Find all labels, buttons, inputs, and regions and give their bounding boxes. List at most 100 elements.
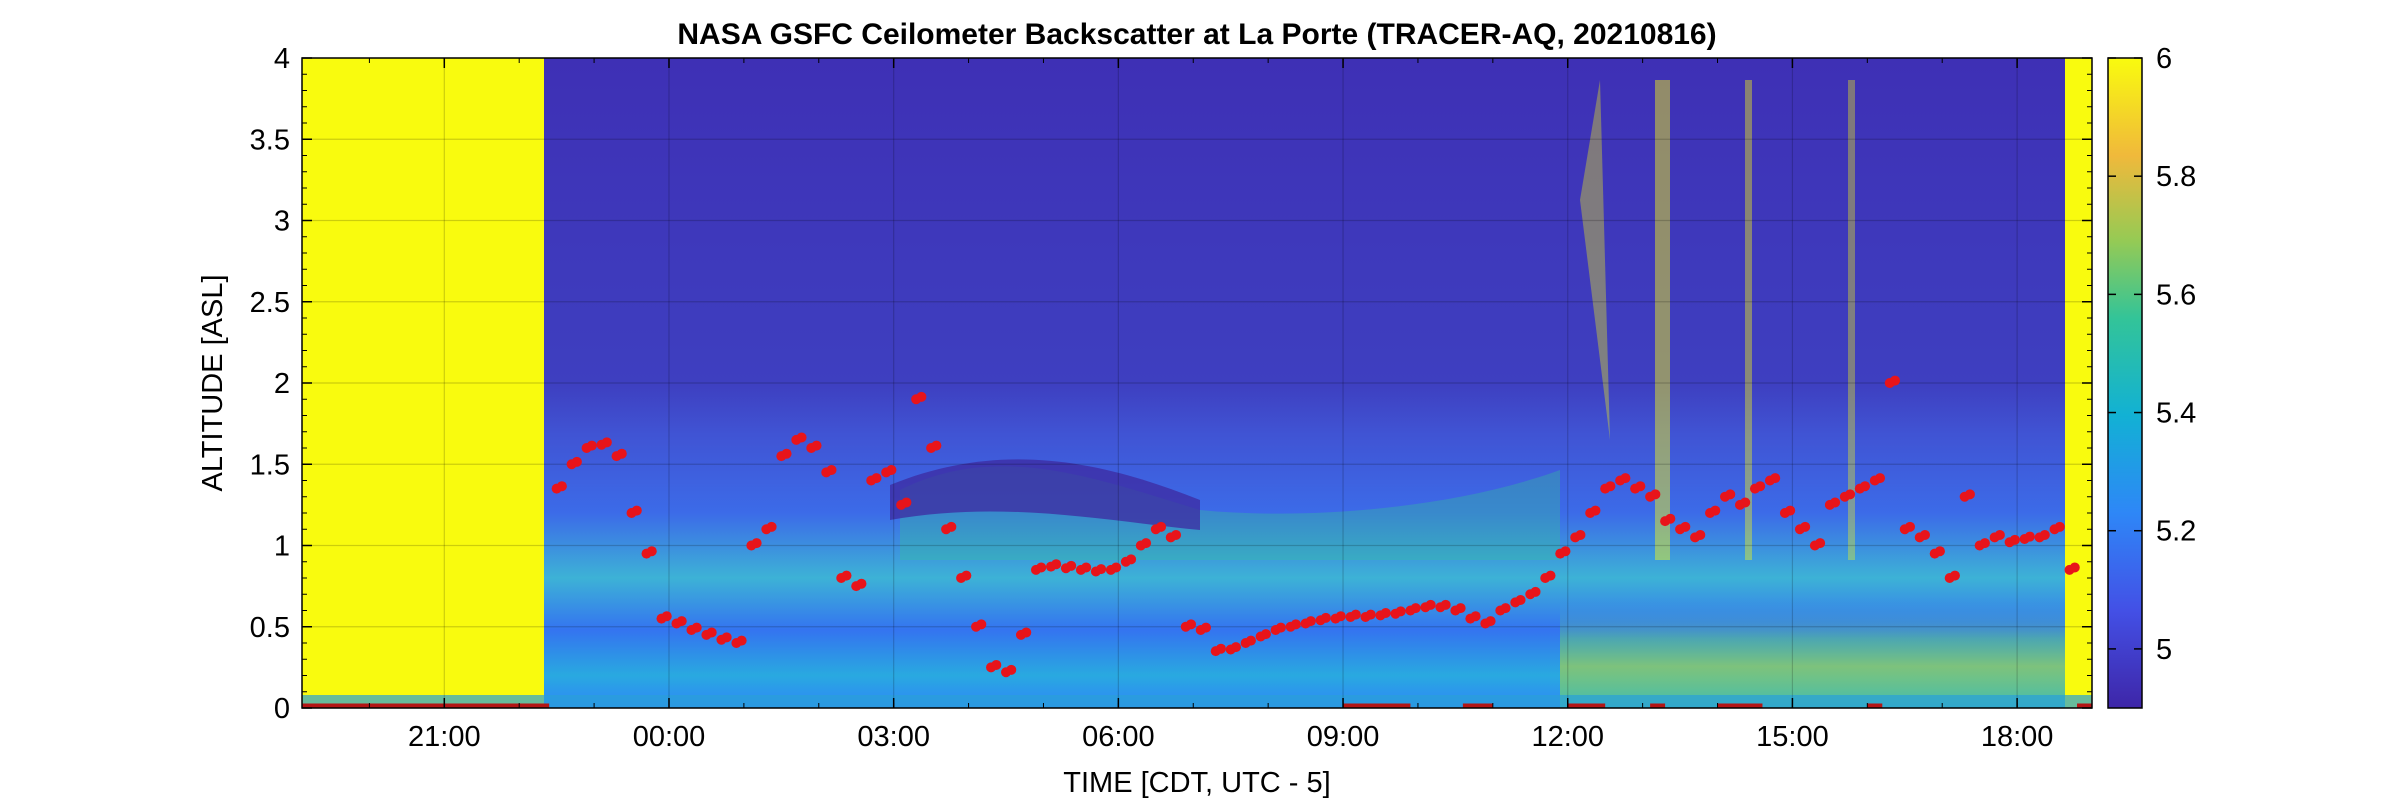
- pbl-marker: [1605, 481, 1616, 492]
- pbl-marker: [1800, 521, 1811, 532]
- pbl-marker: [886, 464, 897, 475]
- pbl-marker: [1021, 627, 1032, 638]
- pbl-marker: [1770, 473, 1781, 484]
- pbl-marker: [1425, 599, 1436, 610]
- pbl-marker: [1051, 559, 1062, 570]
- pbl-marker: [1650, 489, 1661, 500]
- pbl-marker: [1890, 375, 1901, 386]
- pbl-marker: [1485, 616, 1496, 627]
- pbl-marker: [2009, 534, 2020, 545]
- pbl-marker: [721, 632, 732, 643]
- pbl-marker: [1335, 611, 1346, 622]
- pbl-marker: [1620, 473, 1631, 484]
- pbl-marker: [766, 521, 777, 532]
- colorbar-tick-label: 5: [2156, 634, 2172, 666]
- pbl-marker: [1275, 622, 1286, 633]
- pbl-marker: [1635, 481, 1646, 492]
- pbl-marker: [1545, 570, 1556, 581]
- pbl-marker: [1530, 586, 1541, 597]
- pbl-marker: [1081, 562, 1092, 573]
- x-tick-label: 18:00: [1981, 721, 2054, 753]
- pbl-marker: [601, 437, 612, 448]
- pbl-marker: [586, 440, 597, 451]
- pbl-marker: [1290, 619, 1301, 630]
- pbl-marker: [901, 497, 912, 508]
- pbl-marker: [781, 448, 792, 459]
- pbl-marker: [1245, 635, 1256, 646]
- pbl-marker: [1860, 481, 1871, 492]
- pbl-marker: [1260, 629, 1271, 640]
- y-tick-label: 3.5: [250, 124, 290, 156]
- x-tick-label: 12:00: [1531, 721, 1604, 753]
- x-axis-ticks: 21:00 00:00 03:00 06:00 09:00 12:00 15:00 18:00: [368, 58, 2093, 753]
- x-tick-label: 03:00: [857, 721, 930, 753]
- colorbar-tick-label: 5.8: [2156, 161, 2196, 193]
- pbl-marker: [1500, 603, 1511, 614]
- pbl-marker: [1994, 529, 2005, 540]
- pbl-marker: [1905, 521, 1916, 532]
- x-tick-label: 09:00: [1307, 721, 1380, 753]
- y-axis-ticks: 0 0.5 1 1.5 2 2.5 3 3.5 4: [250, 43, 2092, 725]
- colorbar-tick-label: 5.2: [2156, 516, 2196, 548]
- y-tick-label: 0: [274, 693, 290, 725]
- y-tick-label: 2: [274, 368, 290, 400]
- x-tick-label: 15:00: [1756, 721, 1829, 753]
- pbl-marker: [1141, 538, 1152, 549]
- pbl-marker: [1830, 497, 1841, 508]
- pbl-marker: [736, 635, 747, 646]
- pbl-marker: [676, 616, 687, 627]
- colorbar-tick-label: 5.4: [2156, 398, 2196, 430]
- pbl-marker: [1126, 554, 1137, 565]
- pbl-marker: [1380, 607, 1391, 618]
- y-tick-label: 1.5: [250, 449, 290, 481]
- pbl-marker: [1470, 611, 1481, 622]
- colorbar-tick-label: 6: [2156, 43, 2172, 75]
- pbl-marker: [1949, 570, 1960, 581]
- pbl-marker: [2039, 529, 2050, 540]
- pbl-marker: [1875, 473, 1886, 484]
- pbl-marker: [1350, 609, 1361, 620]
- pbl-marker: [751, 538, 762, 549]
- pbl-marker: [1440, 599, 1451, 610]
- pbl-marker: [841, 570, 852, 581]
- pbl-marker: [916, 391, 927, 402]
- pbl-marker: [1740, 497, 1751, 508]
- pbl-marker: [616, 448, 627, 459]
- pbl-marker: [826, 464, 837, 475]
- pbl-marker: [1590, 505, 1601, 516]
- pbl-marker: [1200, 622, 1211, 633]
- pbl-marker: [1755, 481, 1766, 492]
- y-tick-label: 2.5: [250, 287, 290, 319]
- pbl-marker: [1305, 616, 1316, 627]
- colorbar-ticks: 5 5.2 5.4 5.6 5.8 6: [2108, 43, 2196, 666]
- pbl-marker: [1680, 521, 1691, 532]
- pbl-marker: [2054, 521, 2065, 532]
- y-tick-label: 1: [274, 531, 290, 563]
- chart-title: NASA GSFC Ceilometer Backscatter at La P…: [677, 18, 1716, 51]
- y-tick-label: 3: [274, 206, 290, 238]
- pbl-marker: [1725, 489, 1736, 500]
- pbl-marker: [1036, 562, 1047, 573]
- pbl-marker: [1845, 489, 1856, 500]
- pbl-marker: [1111, 562, 1122, 573]
- pbl-marker: [1934, 546, 1945, 557]
- pbl-marker: [931, 440, 942, 451]
- pbl-marker: [1320, 612, 1331, 623]
- plot-area: [302, 58, 2092, 708]
- x-tick-label: 21:00: [408, 721, 481, 753]
- pbl-marker: [811, 440, 822, 451]
- pbl-marker: [691, 622, 702, 633]
- pbl-marker: [661, 611, 672, 622]
- x-tick-label: 00:00: [633, 721, 706, 753]
- pbl-marker: [1575, 529, 1586, 540]
- pbl-marker: [571, 456, 582, 467]
- pbl-marker: [1455, 603, 1466, 614]
- pbl-height-markers: [551, 375, 2080, 678]
- pbl-marker: [631, 505, 642, 516]
- pbl-marker: [2024, 531, 2035, 542]
- x-tick-label: 06:00: [1082, 721, 1155, 753]
- pbl-marker: [1395, 606, 1406, 617]
- pbl-marker: [2069, 562, 2080, 573]
- pbl-marker: [706, 627, 717, 638]
- pbl-marker: [1665, 513, 1676, 524]
